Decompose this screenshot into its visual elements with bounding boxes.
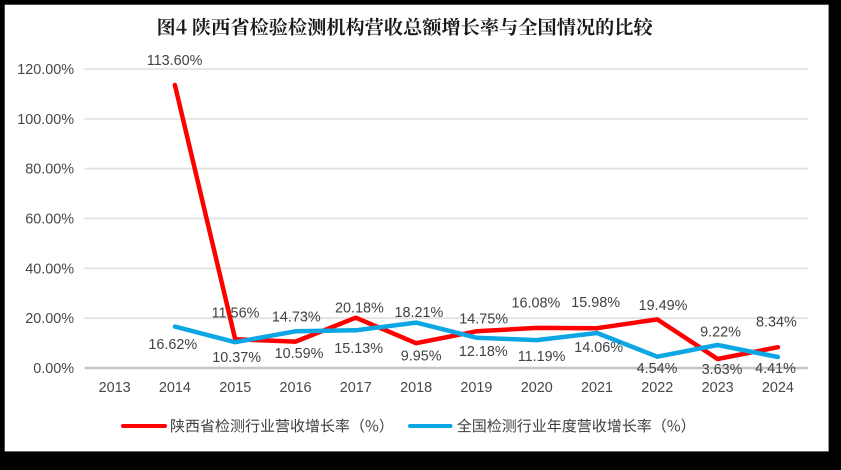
svg-text:14.06%: 14.06%	[574, 340, 623, 356]
svg-text:16.08%: 16.08%	[511, 296, 560, 312]
svg-text:2016: 2016	[279, 380, 311, 396]
svg-text:2019: 2019	[460, 380, 492, 396]
svg-text:113.60%: 113.60%	[147, 53, 203, 69]
svg-text:15.13%: 15.13%	[334, 341, 383, 357]
svg-text:11.56%: 11.56%	[212, 305, 260, 321]
svg-text:2024: 2024	[762, 380, 794, 396]
svg-text:80.00%: 80.00%	[25, 162, 74, 178]
svg-text:100.00%: 100.00%	[17, 112, 74, 128]
svg-text:60.00%: 60.00%	[25, 212, 74, 228]
svg-text:10.59%: 10.59%	[275, 346, 324, 362]
svg-text:10.37%: 10.37%	[212, 350, 261, 366]
svg-text:8.34%: 8.34%	[756, 315, 797, 331]
svg-text:2013: 2013	[99, 380, 131, 396]
svg-text:15.98%: 15.98%	[571, 295, 620, 311]
svg-text:2018: 2018	[400, 380, 432, 396]
svg-text:2014: 2014	[159, 380, 191, 396]
svg-text:14.73%: 14.73%	[272, 310, 321, 326]
svg-text:0.00%: 0.00%	[33, 361, 74, 377]
svg-text:19.49%: 19.49%	[639, 298, 688, 314]
svg-text:20.00%: 20.00%	[25, 311, 74, 327]
svg-text:2023: 2023	[702, 380, 734, 396]
svg-text:4.54%: 4.54%	[637, 361, 678, 377]
svg-text:18.21%: 18.21%	[394, 305, 443, 321]
svg-text:16.62%: 16.62%	[148, 337, 197, 353]
svg-text:2021: 2021	[581, 380, 613, 396]
svg-text:2020: 2020	[521, 380, 553, 396]
svg-text:40.00%: 40.00%	[25, 261, 74, 277]
svg-text:12.18%: 12.18%	[459, 344, 508, 360]
svg-text:4.41%: 4.41%	[755, 361, 796, 377]
svg-text:9.22%: 9.22%	[700, 325, 741, 341]
svg-text:2022: 2022	[641, 380, 673, 396]
svg-text:3.63%: 3.63%	[702, 362, 743, 378]
svg-text:14.75%: 14.75%	[459, 312, 508, 328]
svg-text:2015: 2015	[219, 380, 251, 396]
svg-text:9.95%: 9.95%	[401, 348, 442, 364]
svg-text:120.00%: 120.00%	[17, 62, 74, 78]
svg-text:20.18%: 20.18%	[335, 301, 384, 317]
svg-text:11.19%: 11.19%	[518, 349, 566, 365]
svg-text:2017: 2017	[340, 380, 372, 396]
